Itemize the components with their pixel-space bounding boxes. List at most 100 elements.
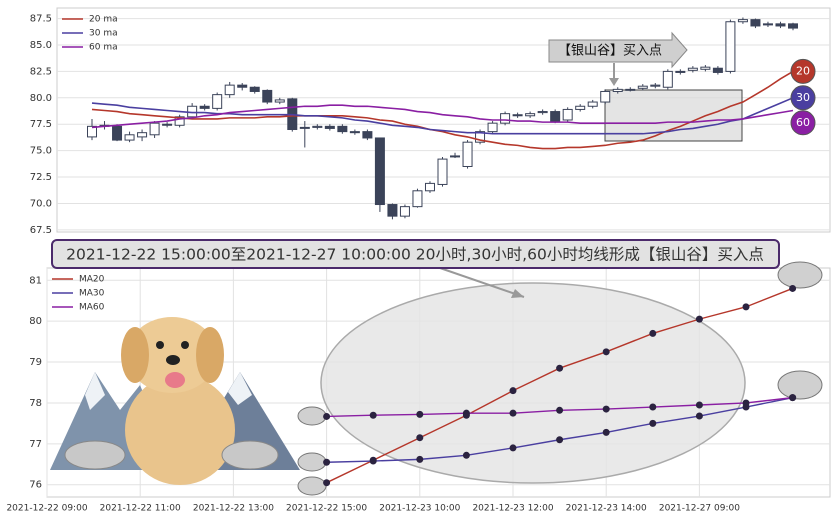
candle-body xyxy=(500,113,511,124)
ma-point xyxy=(556,436,564,444)
end-badge xyxy=(790,58,816,84)
y-tick-label: 78 xyxy=(29,398,42,409)
ma-point xyxy=(649,419,657,427)
candle-body xyxy=(412,190,423,208)
ingot xyxy=(297,406,327,426)
x-tick-label: 2021-12-22 13:00 xyxy=(193,504,274,514)
ma-point xyxy=(416,455,424,463)
ma-point xyxy=(416,410,424,418)
candle-body xyxy=(637,85,648,89)
ma-chart: 76 77 78 79 80 81 2021-12-22 09:00 2021-12-22 1… xyxy=(6,261,830,514)
y-tick-label: 75.0 xyxy=(30,146,52,157)
candle-body xyxy=(562,108,573,121)
y-tick-label: 81 xyxy=(29,275,42,286)
ingot xyxy=(221,440,279,470)
candle-body xyxy=(237,84,248,88)
legend-label: 20 ma xyxy=(89,15,118,25)
candle-body xyxy=(399,206,410,217)
x-tick-label: 2021-12-22 15:00 xyxy=(286,504,367,514)
y-tick-label: 72.5 xyxy=(30,172,52,183)
candle-body xyxy=(650,84,661,87)
candle-body xyxy=(662,70,673,88)
candle-body xyxy=(124,134,135,141)
end-badge xyxy=(790,85,816,111)
y-tick-label: 76 xyxy=(29,480,42,491)
ma-point xyxy=(556,406,564,414)
ma-point xyxy=(695,412,703,420)
legend-label: MA30 xyxy=(79,289,105,299)
candle-body xyxy=(712,67,723,73)
decoration xyxy=(50,261,823,496)
candle-body xyxy=(262,89,273,103)
y-tick-label: 80 xyxy=(29,316,42,327)
candle-body xyxy=(212,94,223,109)
legend-label: 60 ma xyxy=(89,43,118,53)
candle-body xyxy=(424,182,435,192)
candle-body xyxy=(587,101,598,107)
banner-box xyxy=(51,239,780,269)
highlight-box xyxy=(604,89,743,142)
annotation-pointer-head xyxy=(609,78,619,86)
candle-body xyxy=(112,125,123,141)
legend-label: MA20 xyxy=(79,275,105,285)
end-badge xyxy=(790,110,816,136)
ma-point xyxy=(509,387,517,395)
x-tick-label: 2021-12-27 09:00 xyxy=(659,504,740,514)
dog-ear xyxy=(196,327,224,383)
dog-tongue xyxy=(165,372,185,388)
dog-nose xyxy=(166,355,180,365)
ma-point xyxy=(602,405,610,413)
candle-body xyxy=(324,125,335,129)
candle-body xyxy=(437,158,448,185)
dog-ear xyxy=(121,327,149,383)
x-tick-label: 2021-12-23 10:00 xyxy=(379,504,460,514)
x-tick-label: 2021-12-23 12:00 xyxy=(472,504,553,514)
candle-body xyxy=(199,105,210,109)
candle-body xyxy=(462,141,473,167)
end-badge-label: 30 xyxy=(796,91,810,104)
candle-body xyxy=(87,125,97,138)
candle-body xyxy=(737,19,748,23)
ma-point xyxy=(462,451,470,459)
candle-body xyxy=(174,116,185,126)
candle-body xyxy=(675,70,686,73)
ma-point xyxy=(556,364,564,372)
ma-point xyxy=(742,303,750,311)
ma-line xyxy=(91,70,794,150)
end-badge-label: 20 xyxy=(796,64,810,77)
mountain-snow xyxy=(85,372,105,410)
ma-point xyxy=(602,428,610,436)
end-badge-label: 60 xyxy=(796,116,810,129)
y-tick-label: 77.5 xyxy=(30,119,52,130)
candle-body xyxy=(537,111,548,114)
candle-body xyxy=(600,90,611,103)
annotation-text: 【银山谷】买入点 xyxy=(558,44,662,59)
banner-arrow xyxy=(439,267,525,298)
ma-line xyxy=(91,104,794,129)
candle-body xyxy=(274,99,285,103)
y-tick-label: 85.0 xyxy=(30,40,52,51)
dog-body xyxy=(125,375,235,485)
banner-arrow-head xyxy=(511,289,524,298)
dog-eye xyxy=(156,341,164,349)
y-tick-label: 80.0 xyxy=(30,93,52,104)
annotation-arrow xyxy=(548,31,688,69)
ma-point xyxy=(369,411,377,419)
y-tick-label: 87.5 xyxy=(30,14,52,25)
candle-body xyxy=(475,131,486,143)
y-tick-label: 82.5 xyxy=(30,66,52,77)
candle-body xyxy=(487,122,498,133)
mountain-snow xyxy=(228,372,252,405)
ma-point xyxy=(369,457,377,465)
ma-point xyxy=(462,409,470,417)
banner: 2021-12-22 15:00:00至2021-12-27 10:00:00 … xyxy=(51,239,780,298)
legend-label: MA60 xyxy=(79,303,105,313)
banner-text: 2021-12-22 15:00:00至2021-12-27 10:00:00 … xyxy=(66,246,764,264)
ingot xyxy=(297,476,327,496)
candle-body xyxy=(687,67,698,71)
candle-body xyxy=(512,114,523,117)
candle-body xyxy=(450,155,461,158)
y-tick-label: 77 xyxy=(29,439,42,450)
candle-body xyxy=(349,131,360,134)
